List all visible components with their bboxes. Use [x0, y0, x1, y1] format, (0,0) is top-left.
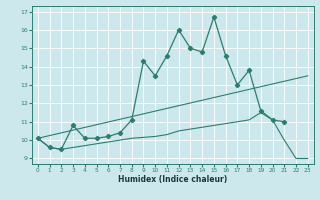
X-axis label: Humidex (Indice chaleur): Humidex (Indice chaleur) — [118, 175, 228, 184]
